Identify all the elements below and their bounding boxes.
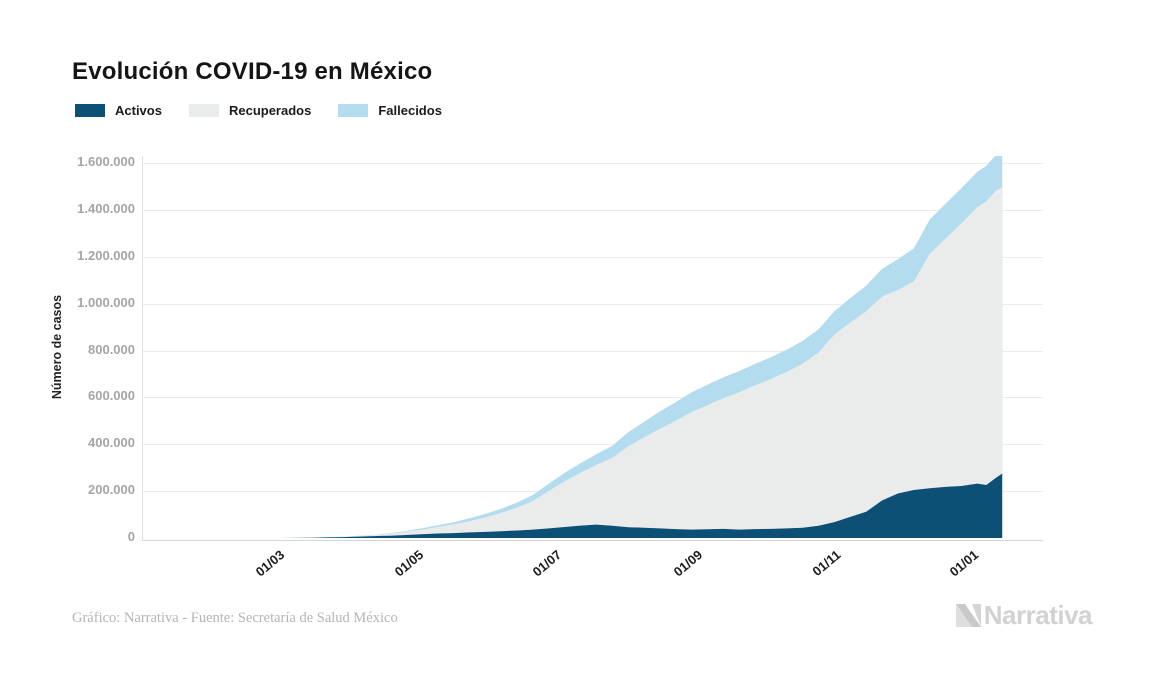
x-tick-label: 01/03 [253,547,288,580]
y-tick-label: 0 [127,529,135,544]
chart-legend: Activos Recuperados Fallecidos [75,103,442,118]
y-axis-tick-labels: 0 200.000 400.000 600.000 800.000 1.000.000 1.… [0,0,135,674]
legend-swatch-icon [338,104,369,117]
stacked-area-chart [143,156,1003,538]
narrativa-logo-icon [955,604,981,627]
y-tick-label: 1.400.000 [77,200,135,216]
source-caption: Gráfico: Narrativa - Fuente: Secretaría … [72,610,398,626]
chart-title: Evolución COVID-19 en México [72,58,433,86]
y-tick-label: 1.000.000 [77,294,135,310]
legend-item-activos: Activos [75,103,162,118]
legend-swatch-icon [188,104,219,117]
x-tick-label: 01/09 [670,547,705,580]
x-tick-label: 01/11 [809,547,844,579]
y-tick-label: 200.000 [88,482,135,498]
legend-item-fallecidos: Fallecidos [338,103,442,118]
legend-item-recuperados: Recuperados [188,103,312,118]
plot-area [142,156,1043,541]
y-tick-label: 600.000 [88,388,135,404]
y-tick-label: 400.000 [88,435,135,451]
legend-label: Recuperados [228,103,312,118]
y-tick-label: 1.200.000 [77,247,135,263]
legend-label: Fallecidos [378,103,442,118]
legend-label: Activos [115,103,162,118]
area-recuperados [143,187,1003,538]
gridline [143,163,1043,164]
area-activos [143,473,1003,538]
legend-swatch-icon [75,104,105,117]
y-tick-label: 800.000 [88,341,135,357]
x-tick-label: 01/05 [391,547,426,580]
brand-logo-text: Narrativa [983,600,1093,630]
brand-logo: Narrativa [955,600,1093,631]
x-tick-label: 01/01 [946,547,982,580]
x-tick-label: 01/07 [529,547,565,580]
gridline [143,256,1043,258]
gridline [143,209,1043,211]
gridline [143,444,1043,446]
y-tick-label: 1.600.000 [77,154,135,169]
gridline [143,397,1043,399]
gridline [143,303,1043,305]
gridline [143,350,1043,352]
